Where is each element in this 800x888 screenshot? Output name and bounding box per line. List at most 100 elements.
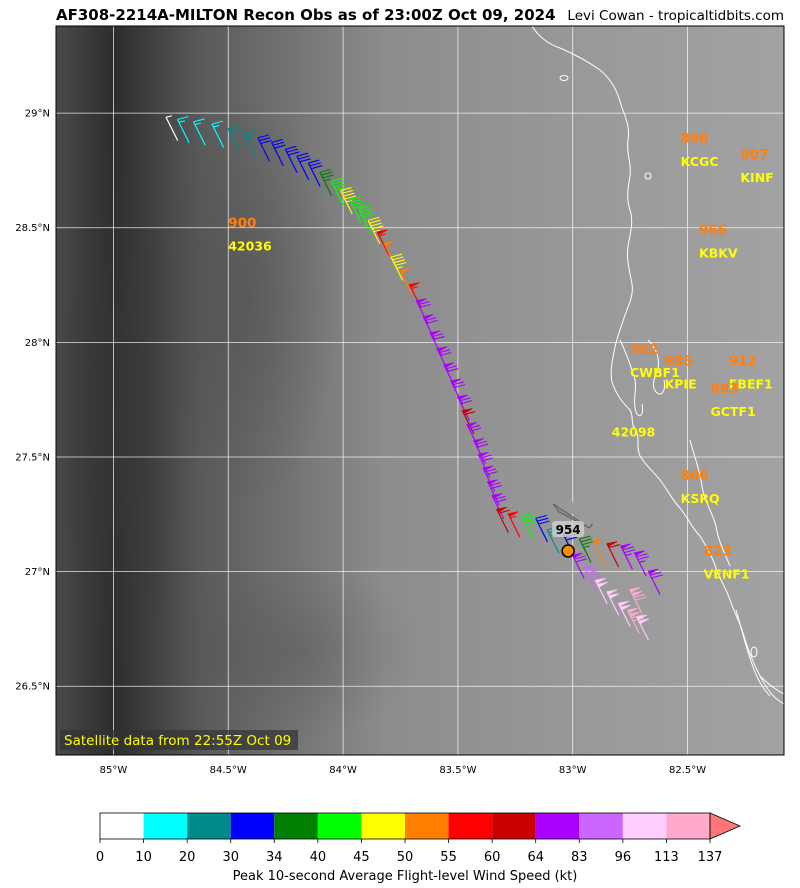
station-pressure: 966 [699, 223, 727, 239]
station-id: KSRQ [681, 491, 720, 506]
colorbar-tick-label: 0 [96, 850, 104, 865]
wind-barb [636, 614, 650, 641]
wind-barb [176, 115, 190, 144]
coastline [735, 609, 771, 697]
station-id: CWBF1 [630, 365, 680, 380]
lon-tick-label: 84°W [329, 765, 357, 776]
wind-barb [243, 129, 257, 157]
wind-barb [319, 168, 334, 196]
station-pressure: 912 [729, 353, 757, 369]
station-pressure: 883 [711, 381, 739, 397]
wind-barb [227, 125, 241, 153]
wind-barb [340, 187, 356, 215]
station-pressure: 007 [740, 147, 768, 163]
colorbar-segment [317, 813, 362, 839]
wind-barb [376, 229, 390, 256]
wind-barb [521, 512, 538, 540]
wind-barb [606, 541, 621, 568]
wind-barb [633, 550, 650, 577]
station-pressure: 885 [665, 353, 693, 369]
colorbar-tick-label: 113 [654, 850, 679, 865]
wind-barb [399, 268, 413, 295]
island [559, 75, 569, 81]
colorbar-segment [143, 813, 188, 839]
station-id: GCTF1 [711, 404, 756, 419]
cloud-band [160, 100, 340, 500]
lat-tick-label: 28.5°N [15, 223, 50, 234]
colorbar-tick-label: 20 [179, 850, 196, 865]
coastline [689, 439, 731, 567]
wind-barb [367, 216, 384, 245]
colorbar-title: Peak 10-second Average Flight-level Wind… [233, 869, 578, 884]
colorbar-segment [666, 813, 710, 839]
station-id: 42036 [228, 239, 272, 254]
lat-tick-label: 27°N [25, 567, 50, 578]
station-pressure: 823 [704, 544, 732, 560]
map-credit: Levi Cowan - tropicaltidbits.com [567, 8, 784, 24]
wind-barb [583, 564, 602, 591]
island [644, 172, 652, 180]
wind-barb [457, 394, 473, 421]
wind-barbs [165, 115, 663, 641]
wind-barb [627, 607, 645, 634]
coastline [619, 339, 643, 417]
wind-barb [629, 587, 647, 614]
colorbar-tick-label: 83 [571, 850, 588, 865]
wind-barb [296, 152, 311, 180]
satellite-label-box: Satellite data from 22:55Z Oct 09 [60, 730, 298, 750]
wind-barb [450, 378, 466, 405]
wind-barb [617, 600, 631, 627]
station-pressure: 800 [681, 468, 709, 484]
wind-barb [271, 138, 286, 167]
lat-tick-label: 27.5°N [15, 452, 50, 463]
lon-tick-label: 83°W [559, 765, 587, 776]
wind-barb [535, 514, 550, 543]
gridlines [56, 26, 784, 755]
station-pressure: 900 [228, 216, 256, 232]
lat-tick-label: 28°N [25, 338, 50, 349]
wind-barb [647, 568, 663, 595]
colorbar-tick-label: 34 [266, 850, 283, 865]
wind-barb [571, 552, 588, 579]
station-id: VENF1 [704, 567, 750, 582]
wind-barb [592, 538, 606, 565]
colorbar-segment [448, 813, 493, 839]
lon-tick-label: 84.5°W [210, 765, 247, 776]
station-id: KINF [740, 170, 773, 185]
station-observations: 900 42036 890 KCGC 007 KINF 966 KBKV 902 CWBF1885… [228, 131, 773, 582]
colorbar-tick-label: 10 [135, 850, 152, 865]
wind-barb [606, 589, 620, 616]
cloud-band [180, 560, 420, 740]
colorbar-segment [622, 813, 667, 839]
aircraft-icon [552, 499, 595, 529]
lon-tick-label: 83.5°W [439, 765, 476, 776]
colorbar-segment [579, 813, 623, 839]
station-id: KPIE [665, 376, 697, 391]
colorbar-segment [492, 813, 536, 839]
wind-barb [507, 511, 521, 538]
colorbar-tick-label: 40 [310, 850, 327, 865]
wind-barb [358, 205, 375, 233]
satellite-label: Satellite data from 22:55Z Oct 09 [64, 733, 291, 749]
wind-barb [165, 115, 179, 141]
wind-barb [349, 196, 366, 224]
lon-tick-label: 85°W [100, 765, 128, 776]
wind-barb [193, 118, 206, 146]
colorbar-tick-label: 55 [440, 850, 457, 865]
wind-barb [211, 120, 225, 148]
map-title: AF308-2214A-MILTON Recon Obs as of 23:00… [56, 6, 556, 24]
lon-tick-label: 82.5°W [669, 765, 706, 776]
colorbar-tick-label: 60 [484, 850, 501, 865]
colorbar-tick-label: 50 [397, 850, 414, 865]
wind-barb [307, 159, 323, 187]
wind-barb [620, 543, 636, 570]
colorbar-extend-arrow [709, 812, 742, 840]
wind-barb [390, 253, 407, 281]
wind-barb [491, 493, 507, 520]
colorbar-tick-label: 96 [615, 850, 632, 865]
wind-barb [330, 177, 347, 206]
colorbar-tick-label: 45 [353, 850, 370, 865]
colorbar-segment [187, 813, 231, 839]
storm-center: 954 [552, 520, 585, 558]
